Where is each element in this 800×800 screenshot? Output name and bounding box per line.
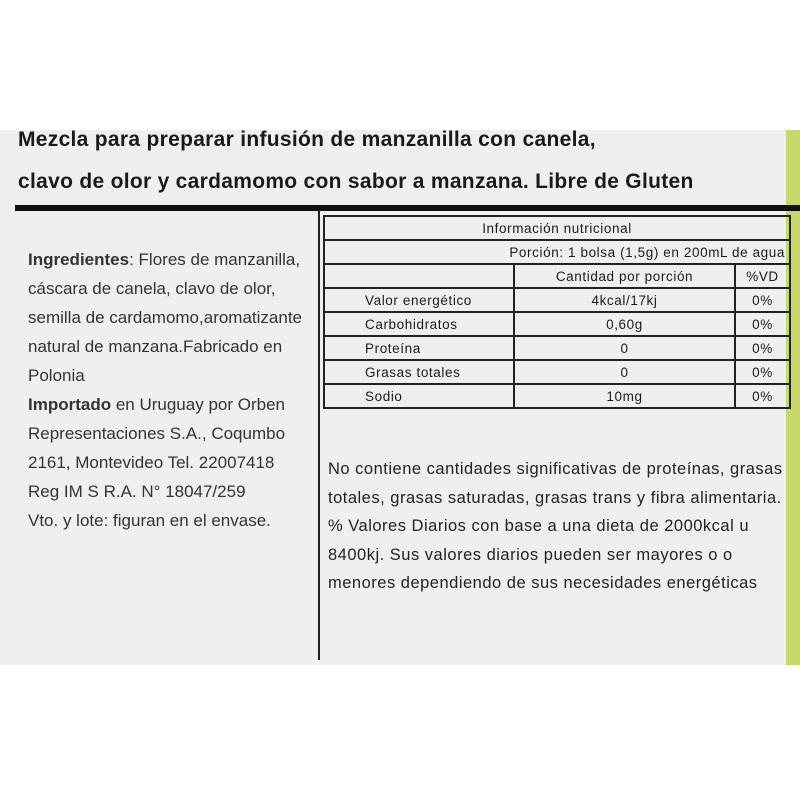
ingredients-label: Ingredientes [28,250,130,269]
header-cell: %VD [734,263,791,289]
header-cell [323,263,515,289]
table-row: Valor energético 4kcal/17kj 0% [323,287,791,313]
divider [15,205,800,211]
header-cell: Cantidad por porción [513,263,736,289]
expiry-note: Vto. y lote: figuran en el envase. [28,511,271,530]
table-row: Proteína 0 0% [323,335,791,361]
importer-label: Importado [28,395,112,414]
table-row: Sodio 10mg 0% [323,383,791,409]
ingredients-text: : Flores de manzanilla, cáscara de canel… [28,250,303,385]
portion: Porción: 1 bolsa (1,5g) en 200mL de agua [323,239,791,265]
nutrition-table: Información nutricional Porción: 1 bolsa… [323,215,791,409]
nutrition-title: Información nutricional [323,215,791,241]
table-row: Carbohidratos 0,60g 0% [323,311,791,337]
registration: Reg IM S R.A. N° 18047/259 [28,482,246,501]
divider [318,210,320,660]
ingredients-panel: Ingredientes: Flores de manzanilla, cásc… [28,245,318,535]
nutrition-note: No contiene cantidades significativas de… [328,460,783,592]
product-title-line-2: clavo de olor y cardamomo con sabor a ma… [18,170,694,193]
table-row: Grasas totales 0 0% [323,359,791,385]
product-title-line-1: Mezcla para preparar infusión de manzani… [18,128,596,151]
importer-text: en Uruguay por Orben Representaciones S.… [28,395,286,472]
